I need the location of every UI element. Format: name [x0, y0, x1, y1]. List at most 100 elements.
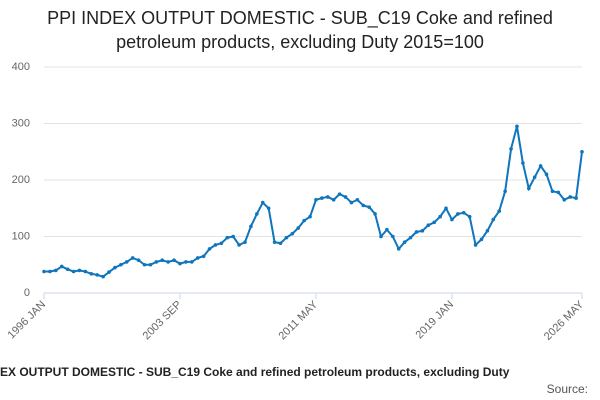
data-point	[373, 212, 377, 216]
data-point	[556, 190, 561, 195]
data-point	[160, 258, 165, 263]
data-point	[420, 229, 425, 233]
data-point	[195, 256, 200, 260]
data-point	[491, 217, 496, 222]
data-point	[538, 164, 543, 168]
series-line	[44, 126, 583, 278]
x-tick-label: 2026 MAY	[542, 298, 587, 343]
data-point	[184, 260, 188, 264]
data-point	[266, 206, 271, 211]
data-point	[391, 234, 395, 239]
data-point	[231, 234, 235, 239]
data-point	[444, 206, 448, 211]
x-tick-label: 2011 MAY	[276, 298, 320, 342]
data-point	[532, 175, 537, 179]
data-point	[450, 217, 454, 222]
data-point	[325, 195, 330, 199]
data-point	[355, 197, 360, 202]
data-point	[119, 262, 123, 267]
data-point	[142, 262, 147, 267]
data-point	[562, 197, 567, 202]
data-point	[190, 260, 194, 264]
data-point	[284, 235, 289, 240]
data-point	[467, 214, 472, 219]
data-point	[580, 149, 584, 154]
series-markers	[42, 124, 584, 279]
data-point	[201, 254, 206, 259]
data-point	[414, 230, 419, 234]
data-point	[136, 258, 141, 263]
data-point	[59, 264, 64, 269]
data-point	[107, 270, 111, 274]
data-point	[473, 243, 478, 247]
data-point	[296, 226, 301, 230]
data-point	[550, 189, 555, 194]
data-point	[361, 203, 366, 208]
data-point	[515, 124, 519, 129]
data-point	[544, 172, 549, 177]
data-point	[95, 273, 100, 277]
data-point	[367, 205, 371, 209]
data-point	[77, 268, 82, 273]
data-point	[526, 186, 531, 191]
data-point	[349, 200, 354, 205]
data-point	[396, 247, 401, 251]
data-point	[521, 161, 525, 165]
data-point	[432, 220, 436, 225]
data-point	[243, 240, 247, 244]
data-point	[65, 267, 70, 272]
data-point	[272, 240, 277, 244]
data-point	[485, 229, 490, 233]
data-point	[568, 195, 572, 199]
data-point	[497, 209, 502, 213]
data-point	[331, 197, 336, 202]
data-point	[213, 243, 218, 247]
data-point	[113, 265, 117, 270]
data-point	[438, 214, 442, 219]
data-point	[83, 269, 88, 274]
x-tick-label: 2003 SEP	[141, 299, 185, 343]
data-point	[219, 241, 224, 246]
data-point	[456, 212, 460, 216]
data-point	[54, 268, 58, 273]
y-tick-label: 300	[12, 117, 30, 129]
data-point	[314, 197, 318, 202]
data-point	[461, 210, 466, 215]
data-point	[154, 260, 159, 264]
data-point	[337, 192, 342, 196]
data-point	[237, 243, 241, 247]
y-tick-label: 200	[12, 174, 30, 186]
data-point	[402, 240, 407, 244]
x-tick-label: 2019 JAN	[413, 299, 456, 342]
y-tick-label: 400	[12, 61, 30, 73]
data-point	[302, 218, 306, 223]
data-point	[308, 214, 312, 219]
y-tick-label: 0	[24, 287, 30, 299]
data-point	[509, 147, 513, 151]
data-point	[249, 224, 253, 229]
data-point	[48, 269, 52, 274]
data-point	[225, 235, 230, 240]
data-point	[343, 195, 348, 199]
data-point	[426, 223, 431, 227]
x-axis-title: EX OUTPUT DOMESTIC - SUB_C19 Coke and re…	[0, 365, 510, 379]
data-point	[278, 241, 283, 246]
data-point	[255, 212, 259, 216]
chart-title: PPI INDEX OUTPUT DOMESTIC - SUB_C19 Coke…	[47, 8, 553, 52]
x-tick-label: 1996 JAN	[6, 299, 49, 342]
data-point	[42, 269, 46, 274]
data-point	[207, 247, 212, 251]
data-point	[124, 260, 129, 264]
data-point	[479, 237, 484, 242]
data-point	[260, 200, 265, 205]
data-point	[89, 271, 94, 276]
data-point	[574, 196, 578, 200]
data-point	[320, 196, 324, 200]
data-point	[503, 189, 507, 194]
data-point	[408, 235, 413, 240]
data-point	[172, 258, 176, 263]
data-point	[71, 269, 76, 274]
data-point	[166, 260, 170, 264]
